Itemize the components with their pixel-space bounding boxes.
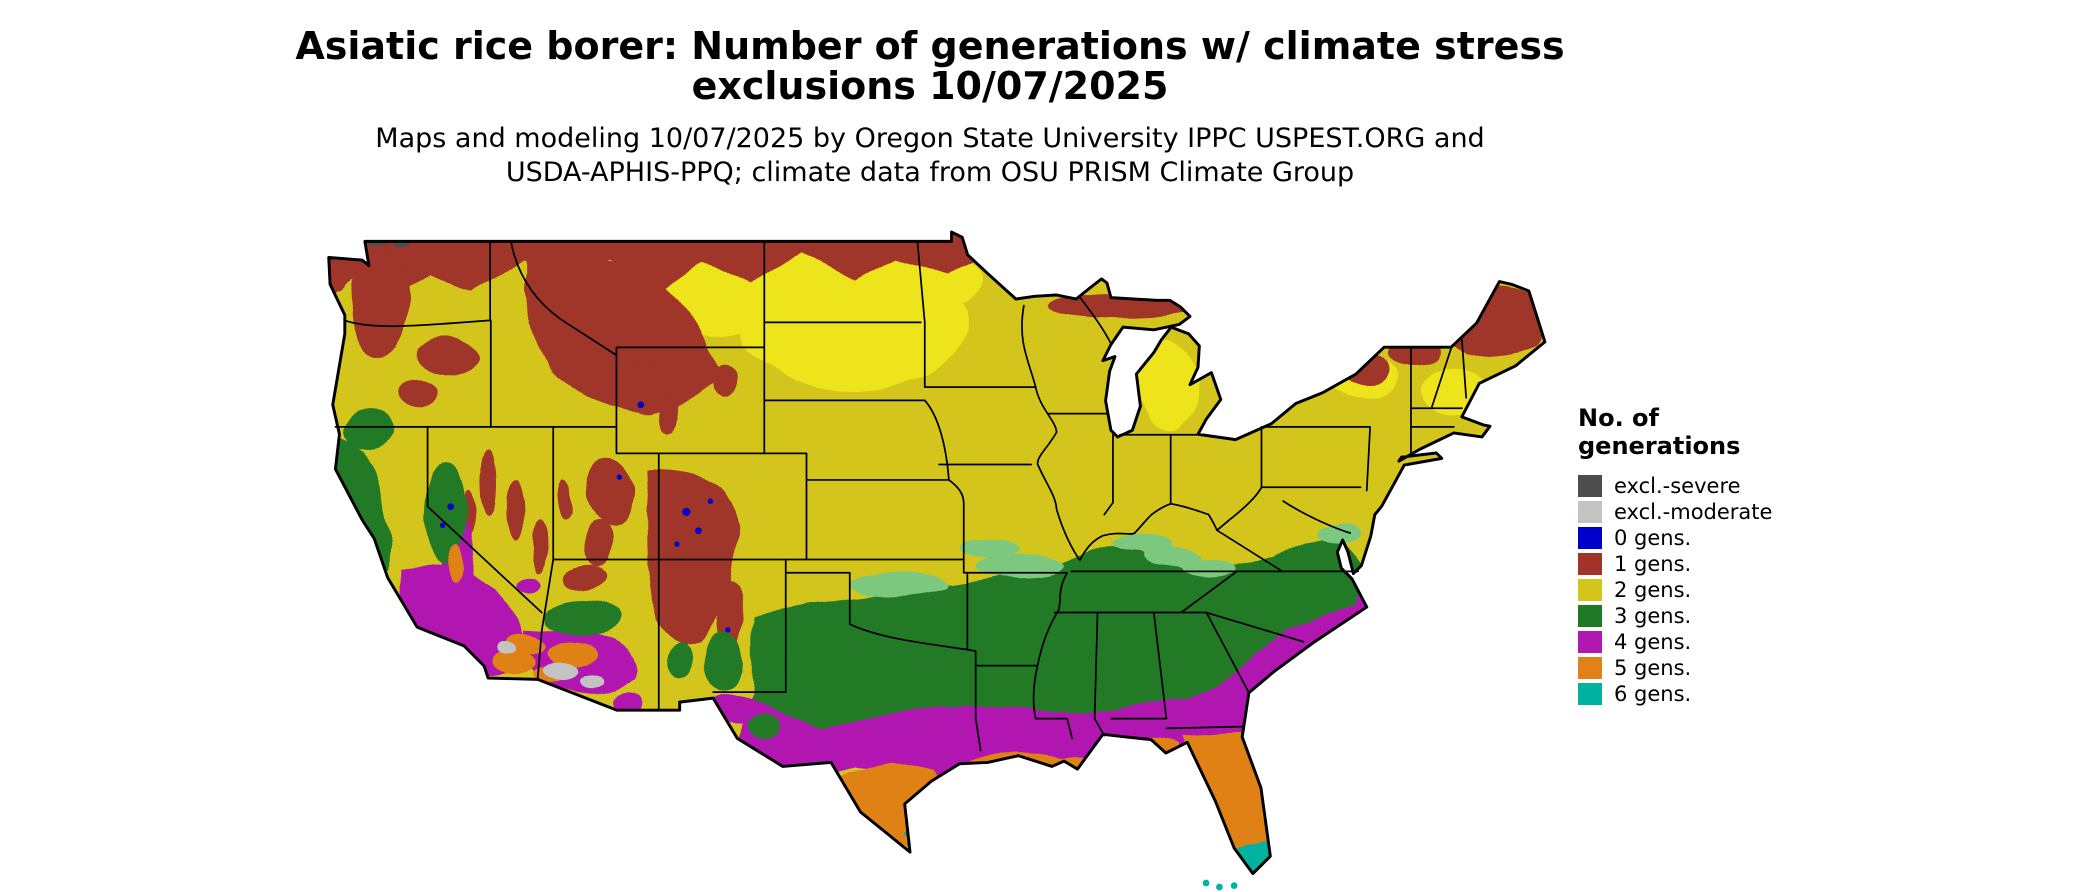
legend-label: excl.-severe [1614, 474, 1741, 498]
legend-title-line1: No. of [1578, 404, 1659, 432]
us-map-svg [327, 230, 1547, 891]
region-3gens-light [847, 524, 1363, 597]
florida-keys-dots [1202, 879, 1238, 891]
region-6gens [903, 830, 1272, 874]
legend-label: 4 gens. [1614, 630, 1692, 654]
region-3gens [332, 410, 1365, 740]
legend-item: 5 gens. [1578, 656, 1772, 680]
region-excl-moderate [494, 644, 604, 689]
legend-swatch [1578, 657, 1602, 679]
legend-item: 4 gens. [1578, 630, 1772, 654]
legend-item: 6 gens. [1578, 682, 1772, 706]
legend-label: excl.-moderate [1614, 500, 1773, 524]
state-borders [334, 240, 1468, 752]
region-0gens [439, 401, 731, 633]
map-legend: No. of generations excl.-severe excl.-mod… [1578, 404, 1772, 706]
map-title-line1: Asiatic rice borer: Number of generation… [295, 24, 1565, 68]
legend-swatch [1578, 501, 1602, 523]
legend-label: 2 gens. [1614, 578, 1692, 602]
legend-label: 5 gens. [1614, 656, 1692, 680]
legend-item: 2 gens. [1578, 578, 1772, 602]
map-subtitle: Maps and modeling 10/07/2025 by Oregon S… [0, 122, 1860, 190]
map-title-line2: exclusions 10/07/2025 [691, 64, 1169, 108]
legend-item: excl.-severe [1578, 474, 1772, 498]
legend-item: 3 gens. [1578, 604, 1772, 628]
legend-title: No. of generations [1578, 404, 1772, 460]
legend-swatch [1578, 579, 1602, 601]
legend-swatch [1578, 527, 1602, 549]
us-map [322, 228, 1557, 891]
us-outline [327, 230, 1547, 876]
legend-swatch [1578, 475, 1602, 497]
legend-label: 1 gens. [1614, 552, 1692, 576]
legend-label: 3 gens. [1614, 604, 1692, 628]
map-subtitle-line2: USDA-APHIS-PPQ; climate data from OSU PR… [505, 157, 1355, 188]
legend-item: 1 gens. [1578, 552, 1772, 576]
legend-swatch [1578, 605, 1602, 627]
legend-swatch [1578, 683, 1602, 705]
legend-label: 6 gens. [1614, 682, 1692, 706]
legend-label: 0 gens. [1614, 526, 1692, 550]
legend-swatch [1578, 631, 1602, 653]
legend-item: 0 gens. [1578, 526, 1772, 550]
legend-item: excl.-moderate [1578, 500, 1772, 524]
legend-items: excl.-severe excl.-moderate 0 gens. 1 gens.… [1578, 474, 1772, 706]
map-subtitle-line1: Maps and modeling 10/07/2025 by Oregon S… [375, 123, 1485, 154]
legend-title-line2: generations [1578, 432, 1741, 460]
map-title: Asiatic rice borer: Number of generation… [0, 26, 1860, 106]
legend-swatch [1578, 553, 1602, 575]
